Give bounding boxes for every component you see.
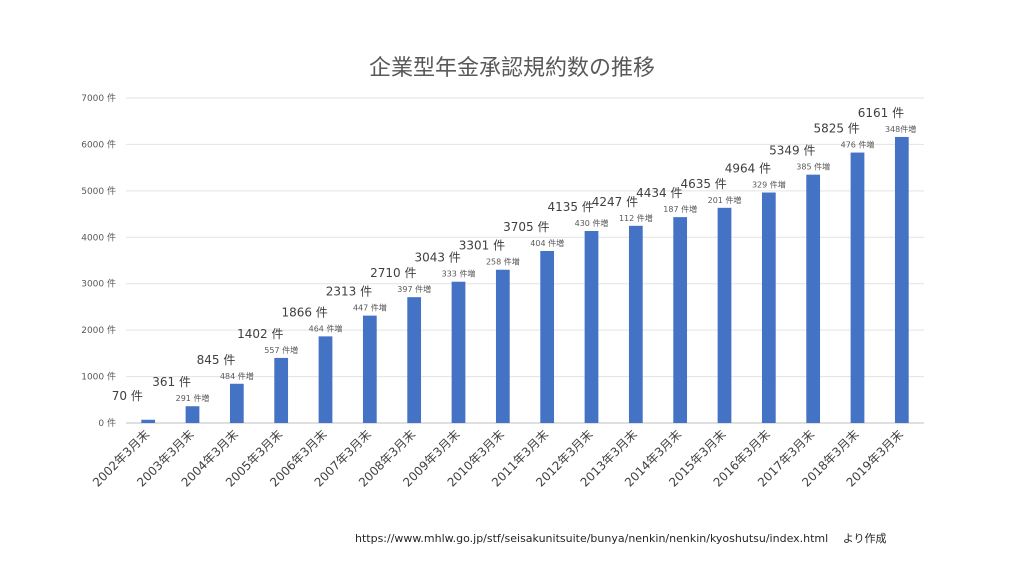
increase-label: 430 件増: [575, 218, 609, 228]
bar: [806, 174, 821, 423]
bar: [850, 152, 865, 423]
data-label: 4635 件: [680, 177, 726, 191]
data-label: 361 件: [152, 375, 191, 389]
data-label: 2710 件: [370, 266, 416, 280]
increase-label: 557 件増: [264, 345, 298, 355]
bar: [451, 281, 466, 423]
increase-label: 476 件増: [841, 140, 875, 150]
increase-label: 333 件増: [442, 269, 476, 279]
increase-label: 385 件増: [796, 162, 830, 172]
increase-label: 348件増: [885, 124, 916, 134]
y-tick-label: 3000 件: [81, 278, 116, 290]
data-label: 845 件: [197, 353, 236, 367]
data-label: 70 件: [112, 389, 143, 403]
data-label: 5349 件: [769, 144, 815, 158]
data-label: 4247 件: [592, 195, 638, 209]
increase-label: 329 件増: [752, 180, 786, 190]
increase-label: 291 件増: [176, 393, 210, 403]
bar: [141, 419, 156, 423]
data-label: 6161 件: [858, 106, 904, 120]
data-label: 4135 件: [547, 200, 593, 214]
source-note: https://www.mhlw.go.jp/stf/seisakunitsui…: [355, 532, 887, 545]
y-tick-label: 1000 件: [81, 371, 116, 383]
increase-label: 404 件増: [530, 238, 564, 248]
bar: [894, 136, 909, 424]
increase-label: 187 件増: [663, 204, 697, 214]
y-tick-label: 2000 件: [81, 324, 116, 336]
x-axis: 2002年3月末2003年3月末2004年3月末2005年3月末2006年3月末…: [90, 427, 906, 489]
bar: [628, 225, 643, 423]
bars: [141, 136, 909, 424]
increase-label: 464 件増: [309, 323, 343, 333]
y-tick-label: 6000 件: [81, 138, 116, 150]
data-label: 3705 件: [503, 220, 549, 234]
increase-label: 484 件増: [220, 371, 254, 381]
data-label: 5825 件: [813, 122, 859, 136]
increase-label: 397 件増: [397, 284, 431, 294]
bar: [229, 383, 244, 423]
y-axis: 0 件 1000 件 2000 件 3000 件 4000 件 5000 件 6000 件 7…: [81, 92, 116, 429]
y-tick-label: 4000 件: [81, 231, 116, 243]
bar: [584, 231, 599, 423]
increase-label: 258 件増: [486, 257, 520, 267]
data-label: 1866 件: [281, 305, 327, 319]
bar: [495, 269, 510, 423]
data-label: 3043 件: [414, 251, 460, 265]
data-label: 3301 件: [459, 239, 505, 253]
bar: [540, 250, 555, 423]
gridlines: [126, 97, 924, 424]
increase-label: 112 件増: [619, 213, 653, 223]
data-label: 4964 件: [725, 162, 771, 176]
chart-title: 企業型年金承認規約数の推移: [368, 56, 655, 81]
data-labels: 70 件 361 件 291 件増 845 件 484 件増 1402 件 557 件増 18…: [112, 106, 916, 403]
bar: [185, 406, 200, 423]
y-tick-label: 5000 件: [81, 185, 116, 197]
bar: [362, 315, 377, 423]
data-label: 4434 件: [636, 186, 682, 200]
data-label: 2313 件: [326, 285, 372, 299]
data-label: 1402 件: [237, 327, 283, 341]
bar: [318, 336, 333, 423]
bar: [717, 207, 732, 423]
bar: [673, 217, 688, 423]
y-tick-label: 7000 件: [81, 92, 116, 104]
bar: [274, 357, 289, 423]
increase-label: 447 件増: [353, 303, 387, 313]
bar: [407, 297, 422, 423]
y-tick-label: 0 件: [98, 417, 116, 429]
increase-label: 201 件増: [708, 195, 742, 205]
bar: [761, 192, 776, 423]
